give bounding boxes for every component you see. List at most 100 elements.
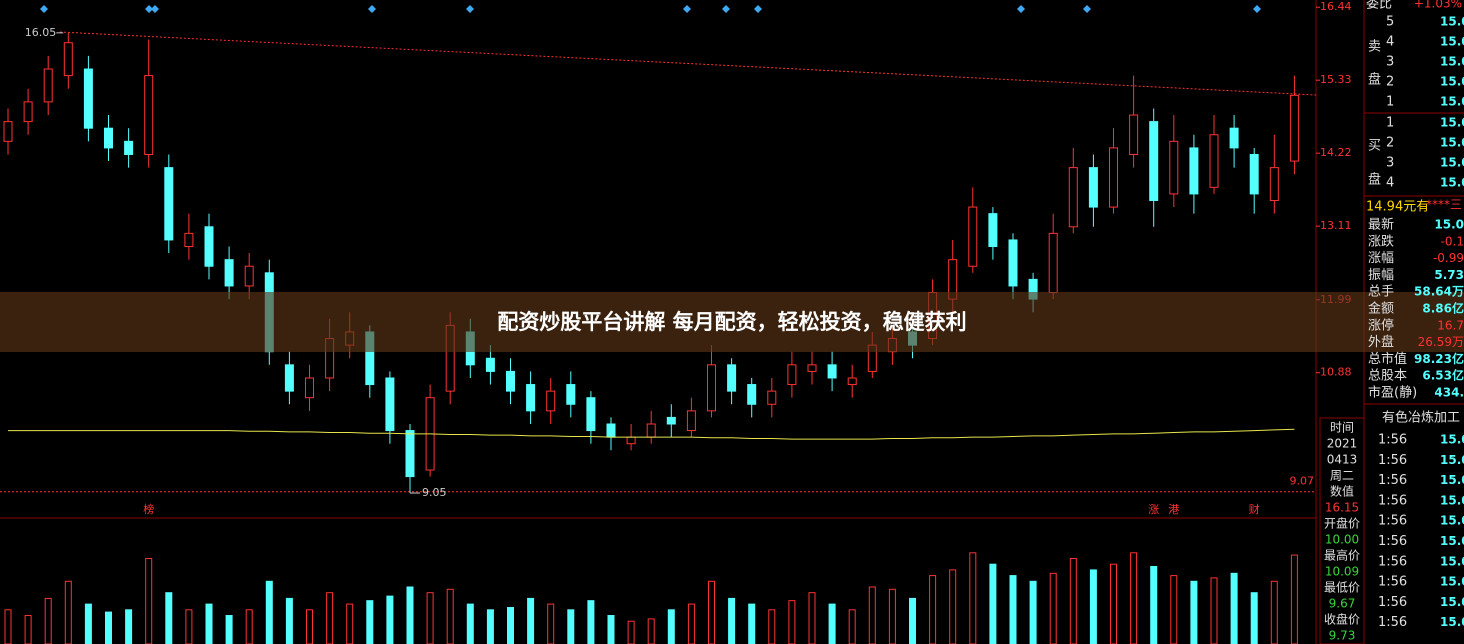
volume-bar [808,592,816,644]
volume-bar [185,609,193,644]
volume-bar [1210,577,1218,644]
stat-label: 涨跌 [1368,233,1394,249]
volume-bar [969,552,977,644]
stat-value: 8.86亿 [1422,301,1464,316]
volume-bar [326,592,334,644]
volume-bar [205,603,213,644]
cursor-info: 10.09 [1325,565,1359,579]
candle-body [546,390,556,412]
tick-time: 1:56 [1378,575,1407,590]
cursor-info: 9.67 [1329,597,1356,611]
stat-value: 6.53亿 [1422,368,1464,383]
candle-body [707,364,716,412]
volume-bar [788,600,796,644]
y-tick-label: 14.22 [1320,146,1352,159]
volume-bar [285,597,293,644]
volume-bar [1009,575,1017,644]
volume-bar [64,580,72,644]
tick-price: 15.0 [1440,534,1464,548]
volume-bar [245,609,253,644]
volume-bar [1069,558,1077,644]
stat-label: 最新 [1368,217,1394,233]
candle-body [164,167,174,241]
candle-body [586,397,596,432]
tick-price: 15.0 [1440,453,1464,467]
stat-value: 5.73 [1434,268,1464,282]
candle-body [787,364,797,386]
cursor-info: 时间 [1330,421,1354,435]
candle-body [666,416,676,425]
volume-bar [1270,580,1278,644]
tick-time: 1:56 [1378,514,1407,529]
volume-bar [687,603,695,644]
candle-body [526,384,536,412]
candle-body [1149,121,1159,201]
y-tick-label: 13.11 [1320,219,1352,232]
volume-bar [225,615,233,644]
candle-body [827,364,837,379]
buy-price: 15.0 [1440,156,1464,170]
ratio: +1.03% [1414,0,1462,11]
y-tick-label: 15.33 [1320,73,1352,86]
stat-value: 26.59万 [1418,335,1464,349]
volume-bar [828,603,836,644]
sell-level: 3 [1386,55,1394,70]
summary: 14.94元有 [1366,200,1429,215]
ma-line [8,428,1295,440]
volume-bar [265,580,273,644]
candle-body [1008,239,1018,287]
candle-body [968,206,978,267]
volume-bar [547,603,555,644]
stat-value: 98.23亿 [1414,351,1464,366]
buy-price: 15.0 [1440,116,1464,130]
event-tag: 财 [1249,502,1260,516]
banner-title: 配资炒股平台讲解 每月配资，轻松投资，稳健获利 [497,310,966,334]
cursor-info: 16.15 [1325,501,1359,515]
stat-label: 振幅 [1368,268,1394,283]
candle-body [767,390,777,405]
buy-price: 15.0 [1440,136,1464,150]
stat-label: 涨幅 [1368,251,1394,266]
volume-bar [667,609,675,644]
cursor-info: 收盘价 [1324,612,1360,627]
volume-bar [728,597,736,644]
tick-price: 15.0 [1440,554,1464,568]
cursor-info: 数值 [1330,484,1354,499]
candle-body [1048,232,1058,294]
stat-label: 涨停 [1368,317,1394,333]
candle-body [244,265,254,287]
min-label: 9.05 [422,486,447,499]
tick-price: 15.0 [1440,575,1464,589]
candle-body [988,213,998,248]
volume-bar [587,600,595,644]
stat-label: 外盘 [1368,334,1394,350]
volume-bar [607,615,615,644]
volume-bar [84,603,92,644]
stat-label: 市盈(静) [1368,385,1417,401]
volume-bar [1290,554,1298,644]
stat-label: 金额 [1368,301,1394,317]
cursor-info: 10.00 [1325,533,1359,547]
banner-bg [0,292,1464,352]
event-tag: 榜 [143,502,154,516]
stat-value: 58.64万 [1414,285,1464,299]
volume-bar [1230,572,1238,644]
event-tag: 港 [1168,503,1179,516]
candle-body [485,357,495,372]
tick-price: 15.0 [1440,514,1464,528]
volume-bar [406,586,414,644]
candle-body [83,68,93,129]
candle-body [807,364,817,372]
volume-bar [306,609,313,644]
candle-body [1229,127,1239,149]
cursor-info: 最低价 [1324,581,1360,595]
plot: 16.4415.3314.2213.1111.9910.889.07榜涨港财16… [0,0,1352,644]
candle-body [1129,114,1139,155]
volume-bar [145,558,153,644]
candle-body [43,68,53,103]
candle-body [847,377,857,386]
volume-bar [527,597,535,644]
volume-bar [366,600,374,644]
sell-price: 15.0 [1440,35,1464,49]
volume-bar [386,595,394,644]
